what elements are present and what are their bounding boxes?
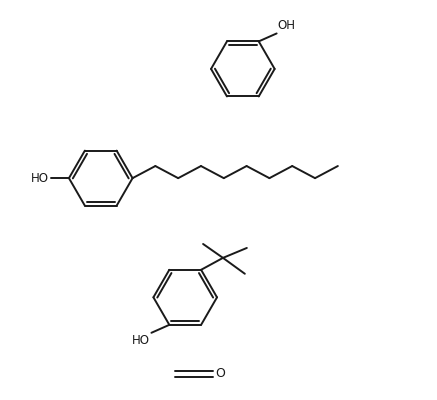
Text: O: O bbox=[215, 367, 225, 380]
Text: HO: HO bbox=[31, 172, 49, 185]
Text: OH: OH bbox=[277, 20, 295, 32]
Text: HO: HO bbox=[132, 334, 149, 347]
